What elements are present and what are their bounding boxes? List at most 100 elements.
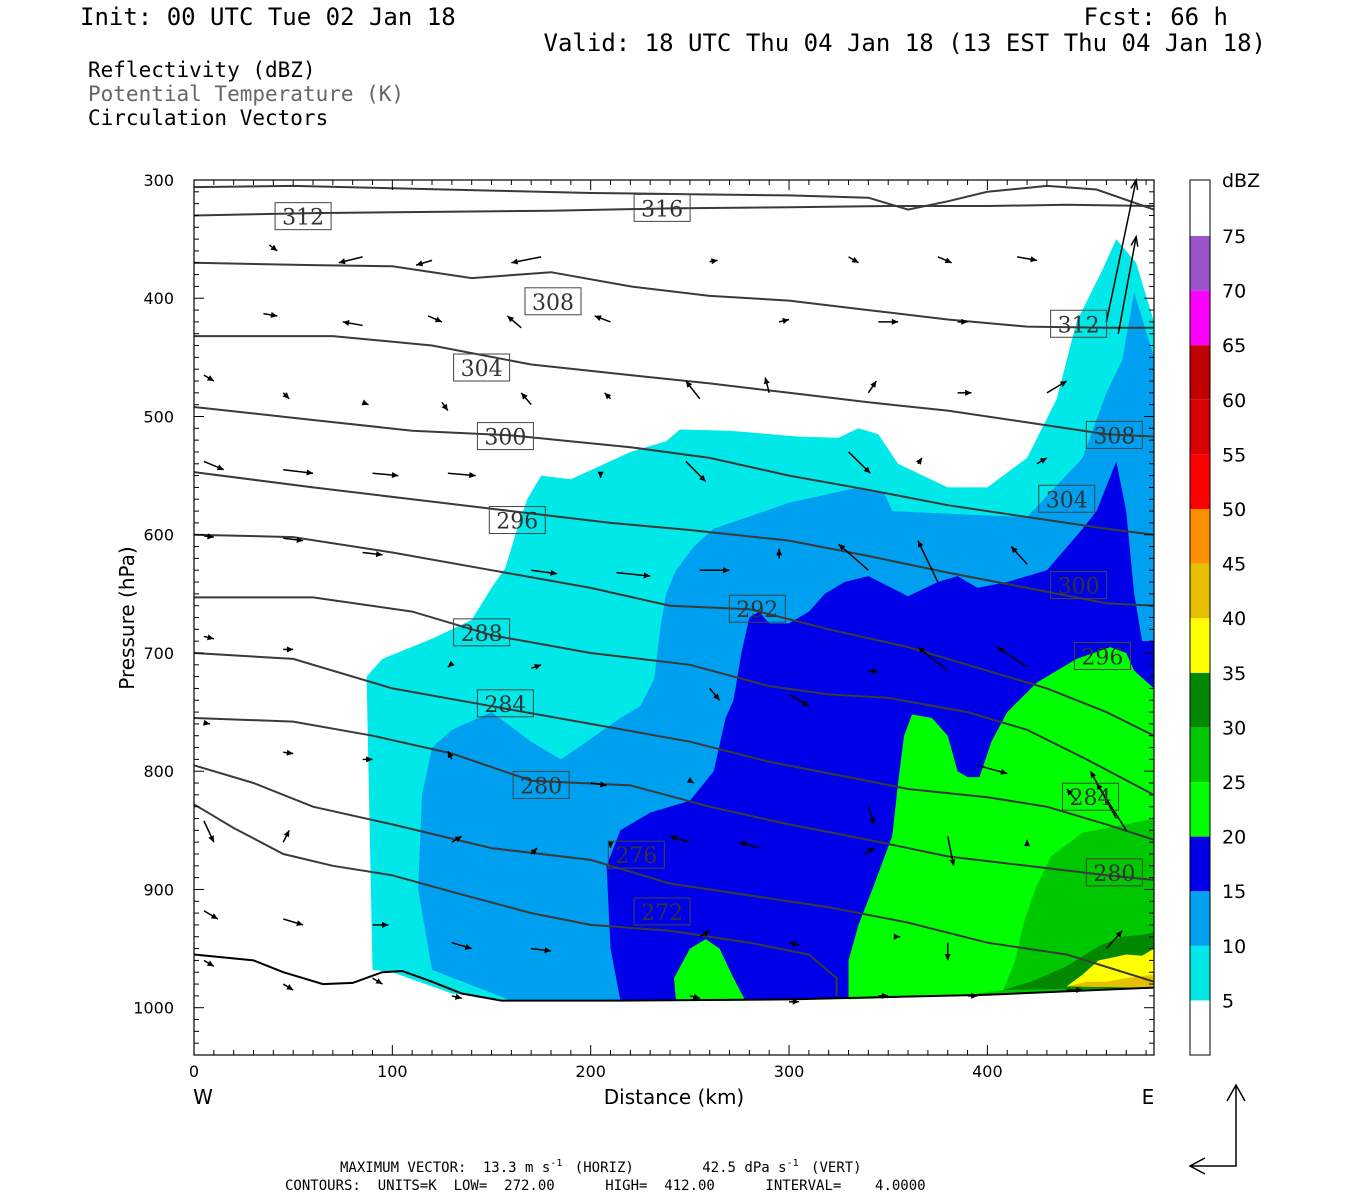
contour-label-text: 284 [1070, 786, 1112, 811]
theta-contour-line [193, 803, 838, 996]
vector-head [286, 646, 294, 653]
contour-label-box [728, 594, 786, 623]
y-tick-label: 400 [143, 289, 174, 308]
x-axis-label: Distance (km) [604, 1085, 744, 1109]
vector-head [594, 315, 602, 321]
contour-label-box [633, 193, 691, 222]
max-vector-prefix: MAXIMUM VECTOR: [340, 1160, 466, 1176]
circulation-vector [686, 777, 695, 784]
circulation-vector [342, 320, 363, 327]
contour-label-text: 296 [496, 510, 538, 535]
vector-head [216, 464, 224, 471]
circulation-vector [946, 836, 956, 866]
theta-contour-line [193, 406, 1155, 536]
vector-head [961, 318, 968, 325]
contour-label-text: 312 [282, 206, 324, 231]
contour-label-text: 316 [641, 197, 683, 222]
circulation-vector [604, 392, 612, 400]
colorbar-level-label: 35 [1222, 663, 1246, 685]
vector-head [447, 751, 454, 759]
contour-label-text: 304 [461, 357, 503, 382]
colorbar-segment [1190, 782, 1210, 837]
circulation-vector [451, 993, 462, 1000]
vector-head [375, 551, 383, 558]
vector-head [434, 316, 442, 323]
colorbar-level-label: 50 [1222, 499, 1246, 521]
vector-head [454, 993, 462, 1000]
circulation-vector [594, 315, 611, 323]
circulation-vector [788, 693, 810, 707]
y-tick-label: 300 [143, 171, 174, 190]
circulation-vector [977, 764, 1008, 775]
colorbar-segment [1190, 836, 1210, 892]
vector-head [454, 836, 462, 843]
circulation-vector [506, 315, 522, 329]
vector-head [723, 567, 730, 574]
colorbar-segment [1190, 509, 1210, 564]
colorbar-segment [1190, 891, 1210, 946]
circulation-vector [1036, 457, 1048, 465]
horiz-value: 13.3 m s [483, 1160, 550, 1176]
contour-label: 316 [633, 193, 691, 222]
circulation-vector [996, 646, 1028, 668]
vector-head [869, 817, 876, 825]
vector-head [1059, 381, 1067, 387]
vector-head [997, 647, 1005, 654]
vector-head [338, 258, 346, 265]
circulation-vector [520, 392, 532, 406]
circulation-vector [616, 571, 651, 579]
vert-value: 42.5 dPa s [702, 1160, 786, 1176]
contour-label-box [633, 897, 691, 926]
reflectivity-fill [366, 239, 1155, 1001]
vector-head [375, 978, 383, 985]
vector-head [1000, 769, 1008, 775]
circulation-vector [372, 472, 399, 479]
circulation-vector [778, 318, 790, 324]
contour-label: 304 [1038, 484, 1096, 513]
x-tick-label: 300 [774, 1062, 805, 1081]
circulation-vector [1010, 546, 1028, 565]
contour-label-text: 300 [1058, 575, 1100, 600]
circulation-vector [1117, 234, 1139, 334]
contour-label: 272 [633, 897, 691, 926]
circulation-vector [447, 660, 455, 668]
contour-label-box [453, 353, 511, 382]
contour-label: 284 [476, 689, 534, 718]
theta-contour-line [193, 261, 1154, 329]
vector-head [965, 389, 972, 396]
colorbar-level-label: 60 [1222, 390, 1246, 412]
contour-label-text: 312 [1058, 313, 1100, 338]
vector-head [207, 634, 214, 641]
vert-unit: (VERT) [811, 1160, 862, 1176]
circulation-vector [1066, 986, 1083, 993]
vector-head [511, 258, 519, 265]
theta-contour-line [193, 471, 1155, 607]
vector-head [597, 471, 604, 478]
circulation-vector [203, 460, 225, 471]
vector-head [893, 933, 901, 940]
field-reflectivity: Reflectivity (dBZ) [88, 58, 316, 82]
y-tick-label: 800 [143, 762, 174, 781]
contour-label-box [274, 202, 332, 231]
vector-head [944, 257, 952, 264]
contour-label-text: 280 [520, 774, 562, 799]
vector-head [361, 399, 369, 406]
colorbar-segment [1190, 1000, 1210, 1055]
x-start-label: W [193, 1085, 213, 1109]
colorbar-segment [1190, 618, 1210, 673]
vector-head [685, 381, 693, 388]
vector-head [670, 835, 677, 841]
contour-label-box [453, 618, 511, 647]
contour-label-box [512, 770, 570, 799]
y-tick-label: 600 [143, 526, 174, 545]
circulation-vector [944, 942, 951, 961]
vector-head [917, 540, 924, 548]
colorbar-level-label: 25 [1222, 772, 1246, 794]
contour-label: 296 [488, 506, 546, 535]
circulation-vector [1046, 380, 1068, 394]
circulation-vector [838, 543, 869, 571]
circulation-vector [878, 992, 889, 999]
contour-label-box [1062, 782, 1120, 811]
contour-label-text: 300 [484, 426, 526, 451]
